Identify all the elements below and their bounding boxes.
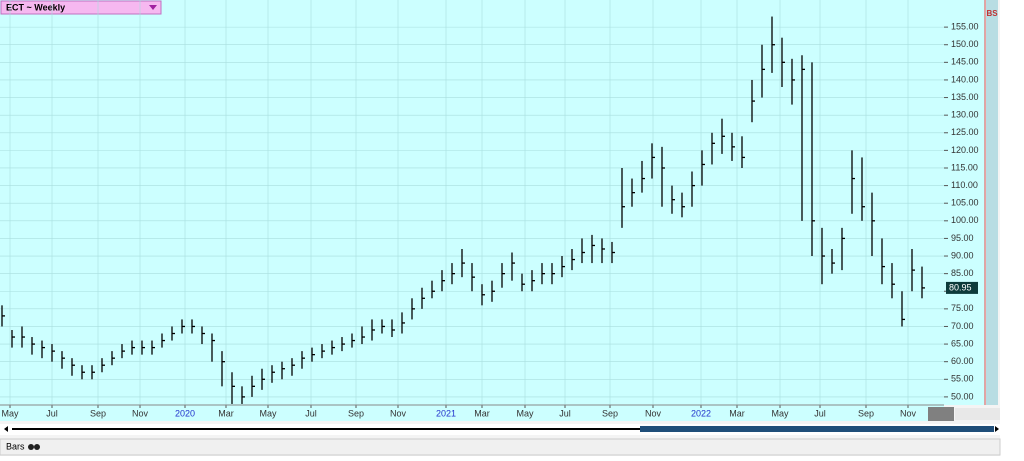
y-tick-label: 110.00 [951, 180, 978, 190]
x-tick-label: May [1, 408, 19, 418]
x-tick-label: Jul [814, 408, 826, 418]
y-tick-label: 65.00 [951, 338, 974, 348]
toolbar-buttons[interactable] [955, 408, 1000, 420]
x-tick-label: Sep [858, 408, 874, 418]
last-value-box [946, 281, 978, 294]
scroll-right[interactable] [995, 426, 999, 432]
y-tick-label: 125.00 [951, 127, 979, 137]
x-tick-label: 2022 [691, 408, 711, 418]
dropdown-arrow[interactable] [149, 5, 157, 10]
x-tick-label: Nov [645, 408, 662, 418]
chart-title: ECT ~ Weekly [6, 2, 65, 12]
x-tick-label: May [516, 408, 534, 418]
time-axis [0, 405, 944, 421]
x-tick-label: Jul [559, 408, 571, 418]
y-tick-label: 95.00 [951, 233, 974, 243]
y-tick-label: 135.00 [951, 92, 979, 102]
y-tick-label: 150.00 [951, 39, 979, 49]
y-tick-label: 105.00 [951, 198, 979, 208]
last-value-label: 80.95 [949, 282, 972, 292]
x-tick-label: Jul [46, 408, 58, 418]
y-tick-label: 75.00 [951, 303, 974, 313]
x-tick-label: Sep [602, 408, 618, 418]
y-tick-label: 85.00 [951, 268, 974, 278]
x-tick-label: May [771, 408, 789, 418]
x-tick-label: Nov [390, 408, 407, 418]
x-tick-label: 2020 [175, 408, 195, 418]
x-tick-label: Mar [218, 408, 234, 418]
footer-label: Bars [6, 441, 25, 451]
y-tick-label: 130.00 [951, 110, 979, 120]
x-tick-label: Sep [90, 408, 106, 418]
footer-icon[interactable] [34, 444, 40, 450]
x-tick-label: Mar [729, 408, 745, 418]
y-tick-label: 60.00 [951, 356, 974, 366]
y-tick-label: 120.00 [951, 145, 979, 155]
footer-bar [0, 438, 1001, 456]
scroll-left[interactable] [4, 426, 8, 432]
x-tick-label: Nov [132, 408, 149, 418]
y-tick-label: 140.00 [951, 74, 979, 84]
x-tick-label: Sep [348, 408, 364, 418]
y-tick-label: 115.00 [951, 162, 978, 172]
plot-area [0, 0, 944, 405]
x-tick-label: Nov [900, 408, 917, 418]
side-strip [986, 0, 998, 405]
x-tick-label: May [259, 408, 277, 418]
x-tick-label: 2021 [436, 408, 456, 418]
price-axis [944, 0, 985, 405]
symbol-box[interactable] [0, 0, 162, 15]
side-label: BS [986, 9, 998, 18]
corner-block [928, 407, 954, 421]
y-tick-label: 100.00 [951, 215, 979, 225]
y-tick-label: 155.00 [951, 21, 979, 31]
x-tick-label: Jul [305, 408, 317, 418]
y-tick-label: 90.00 [951, 250, 974, 260]
y-tick-label: 70.00 [951, 321, 974, 331]
y-tick-label: 55.00 [951, 374, 974, 384]
scroll-thumb[interactable] [640, 426, 994, 432]
footer-icon[interactable] [28, 444, 34, 450]
y-tick-label: 145.00 [951, 57, 979, 67]
x-tick-label: Mar [474, 408, 490, 418]
y-tick-label: 50.00 [951, 391, 974, 401]
